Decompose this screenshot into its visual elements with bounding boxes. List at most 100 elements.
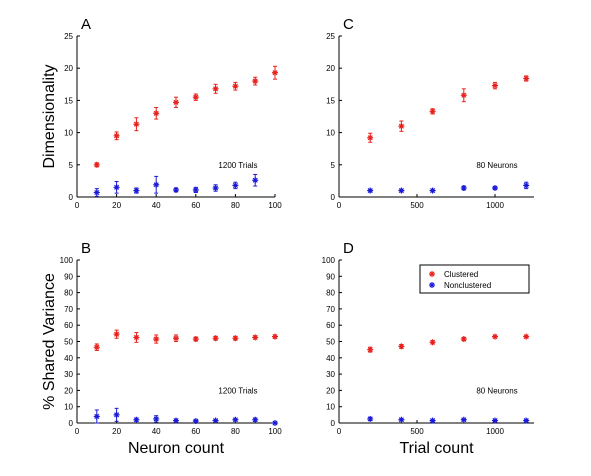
data-point [429, 417, 436, 424]
data-point [460, 336, 467, 343]
y-tick-label: 10 [64, 403, 73, 412]
series-1 [367, 415, 530, 424]
y-axis-label: Dimensionality [41, 64, 58, 168]
panel-label: C [343, 16, 354, 33]
x-tick-label: 100 [268, 201, 282, 210]
panel-annotation: 1200 Trials [218, 386, 257, 395]
data-point [523, 333, 530, 340]
series-1 [93, 407, 278, 426]
data-point [133, 187, 140, 194]
y-tick-label: 90 [64, 272, 73, 281]
y-tick-label: 30 [326, 370, 335, 379]
x-tick-label: 1000 [486, 201, 504, 210]
data-point [173, 335, 179, 342]
y-tick-label: 50 [64, 338, 73, 347]
data-point [398, 123, 405, 130]
data-point [523, 75, 530, 82]
data-point [232, 182, 239, 189]
data-point [93, 413, 100, 420]
y-axis-label: % Shared Variance [41, 273, 58, 410]
x-tick-label: 0 [75, 201, 80, 210]
x-tick-label: 40 [152, 201, 161, 210]
data-point [232, 416, 239, 423]
y-tick-label: 5 [69, 161, 74, 170]
data-point [192, 418, 199, 425]
data-point [212, 417, 219, 424]
legend-entry: Nonclustered [429, 281, 491, 290]
x-axis-label: Trial count [399, 440, 474, 457]
y-tick-label: 0 [331, 419, 336, 428]
panel-A: 0 5 10 15 20 25 0 20 40 60 80 100 A 1200 Trials Dimens… [41, 16, 282, 210]
data-point [492, 417, 498, 424]
y-tick-label: 0 [69, 193, 74, 202]
data-point [252, 177, 259, 184]
y-tick-label: 60 [64, 321, 73, 330]
data-point [367, 415, 374, 422]
data-point [492, 184, 498, 191]
data-point [523, 182, 530, 189]
y-tick-label: 100 [322, 256, 336, 265]
data-point [133, 416, 140, 423]
data-point [173, 186, 179, 193]
data-point [113, 331, 120, 338]
y-tick-label: 0 [69, 419, 74, 428]
legend-label: Clustered [444, 270, 478, 279]
x-tick-label: 100 [268, 427, 282, 436]
panel-B: 0 10 20 30 40 50 60 70 80 90 100 0 20 40 60 80 100 B 1200 … [41, 240, 282, 457]
data-point [192, 94, 199, 101]
y-tick-label: 90 [326, 272, 335, 281]
y-tick-label: 10 [326, 129, 335, 138]
data-point [153, 181, 160, 188]
legend: Clustered Nonclustered [419, 264, 530, 294]
legend-box [419, 264, 530, 294]
y-tick-label: 80 [64, 289, 73, 298]
data-point [252, 334, 259, 341]
series-1 [93, 173, 259, 197]
data-point [93, 189, 100, 196]
y-tick-label: 0 [331, 193, 336, 202]
data-point [367, 346, 374, 353]
data-point [153, 110, 160, 117]
y-tick-label: 50 [326, 338, 335, 347]
data-point [93, 161, 100, 168]
y-tick-label: 70 [326, 305, 335, 314]
data-point [429, 339, 436, 346]
x-tick-label: 0 [337, 201, 342, 210]
x-tick-label: 20 [112, 427, 121, 436]
data-point [113, 411, 120, 418]
data-point [272, 333, 278, 340]
y-tick-label: 60 [326, 321, 335, 330]
panel-annotation: 80 Neurons [476, 386, 517, 395]
data-point [492, 82, 498, 89]
y-tick-label: 15 [64, 96, 73, 105]
data-point [492, 333, 498, 340]
series-0 [367, 333, 530, 353]
data-point [212, 184, 219, 191]
data-point [252, 78, 259, 85]
y-tick-label: 5 [331, 161, 336, 170]
panel-label: A [81, 16, 91, 33]
y-tick-label: 25 [326, 32, 335, 41]
series-0 [93, 329, 278, 351]
x-tick-label: 500 [410, 427, 424, 436]
data-point [429, 187, 436, 194]
data-point [252, 416, 259, 423]
y-tick-label: 40 [64, 354, 73, 363]
legend-label: Nonclustered [444, 281, 491, 290]
legend-marker [429, 282, 435, 288]
panel-label: B [81, 240, 91, 257]
series-1 [367, 181, 530, 194]
data-point [153, 336, 160, 343]
y-tick-label: 20 [326, 64, 335, 73]
data-point [212, 85, 219, 92]
x-tick-label: 0 [337, 427, 342, 436]
data-point [93, 344, 100, 351]
data-point [192, 336, 199, 343]
data-point [232, 83, 239, 90]
data-point [429, 108, 436, 115]
y-tick-label: 10 [64, 129, 73, 138]
data-point [153, 415, 160, 422]
